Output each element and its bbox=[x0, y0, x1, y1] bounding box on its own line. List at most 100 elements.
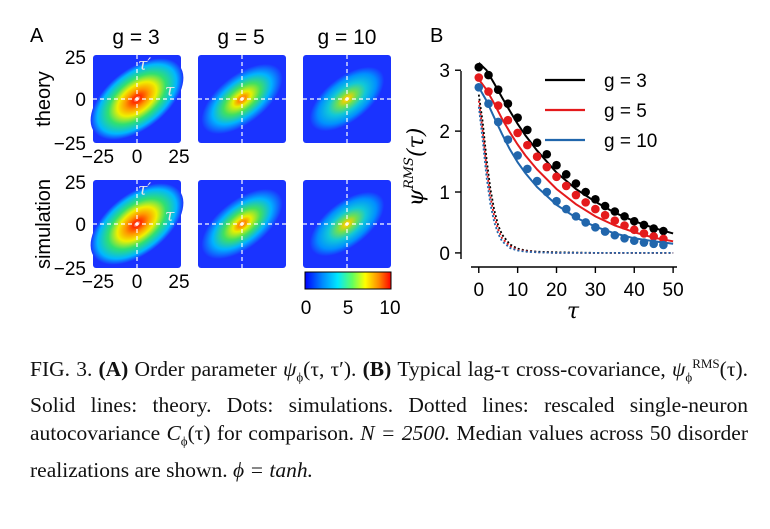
y-tick-label: 1 bbox=[439, 183, 450, 204]
heatmap-theory-g3: τ′ τ bbox=[90, 55, 184, 143]
axis-label-tau: τ bbox=[165, 206, 175, 226]
colorbar bbox=[304, 271, 392, 290]
sim-dot-g3 bbox=[503, 99, 513, 109]
caption-part-b-text: Typical lag-τ cross-covariance, bbox=[397, 357, 666, 382]
sim-dot-g5 bbox=[571, 190, 581, 200]
x-tick-label: 30 bbox=[585, 280, 606, 301]
legend-label: g = 5 bbox=[604, 101, 647, 122]
y-tick-label: 3 bbox=[439, 61, 450, 82]
sim-dot-g10 bbox=[513, 151, 522, 160]
colorbar-tick-0: 0 bbox=[301, 298, 312, 319]
sim-dot-g3 bbox=[591, 195, 600, 204]
figure-caption: FIG. 3. (A) Order parameter ψϕ(τ, τ′). (… bbox=[30, 350, 748, 484]
sim-dot-g10 bbox=[639, 238, 649, 247]
sim-dot-g10 bbox=[532, 176, 542, 186]
simulation-y-tick-mid: 0 bbox=[75, 215, 86, 236]
row-label-simulation: simulation bbox=[33, 179, 55, 269]
row-label-theory: theory bbox=[33, 71, 55, 127]
caption-part-a-text: Order parameter bbox=[134, 357, 277, 382]
caption-psi-sub: ϕ bbox=[296, 369, 304, 385]
col-title-g10: g = 10 bbox=[318, 26, 377, 49]
x-tick-label: 40 bbox=[624, 280, 645, 301]
y-axis-label-psi: ψ bbox=[404, 188, 429, 206]
sim-dot-g3 bbox=[484, 70, 493, 80]
panel-b-label: B bbox=[430, 25, 443, 47]
theory-y-tick-mid: 0 bbox=[75, 90, 86, 111]
sim-dot-g10 bbox=[581, 218, 590, 227]
axis-label-tau-prime: τ′ bbox=[138, 55, 151, 75]
caption-part-a-label: (A) bbox=[98, 357, 129, 382]
caption-fig-label: FIG. 3. bbox=[30, 357, 93, 382]
y-axis-label: ψRMS(τ) bbox=[402, 128, 429, 207]
sim-dot-g3 bbox=[581, 187, 590, 197]
theory-x-tick-mid: 0 bbox=[132, 147, 143, 168]
sim-dot-g10 bbox=[629, 236, 639, 246]
sim-dot-g3 bbox=[659, 226, 668, 236]
sim-dot-g5 bbox=[513, 128, 522, 138]
theory-x-tick-left: −25 bbox=[82, 147, 114, 168]
caption-solid: Solid lines: theory. bbox=[30, 393, 212, 418]
caption-rms-sup: RMS bbox=[692, 356, 720, 371]
sim-dot-g10 bbox=[571, 212, 581, 221]
caption-median: Median values across 50 disorder realiza… bbox=[30, 421, 748, 482]
sim-dot-g5 bbox=[629, 225, 639, 235]
sim-dot-g10 bbox=[484, 99, 493, 109]
theory-y-tick-bottom: −25 bbox=[54, 134, 86, 155]
caption-tau-args: (τ, τ′). bbox=[303, 357, 357, 382]
sim-dot-g3 bbox=[542, 149, 552, 159]
sim-dot-g10 bbox=[474, 82, 484, 92]
simulation-x-tick-left: −25 bbox=[82, 272, 114, 293]
heatmap-theory-g10 bbox=[303, 55, 391, 143]
sim-dot-g10 bbox=[649, 239, 658, 249]
sim-dot-g3 bbox=[620, 212, 629, 221]
legend-label: g = 10 bbox=[604, 131, 657, 152]
sim-dot-g5 bbox=[639, 229, 649, 238]
sim-dot-g5 bbox=[659, 234, 668, 244]
legend: g = 3 g = 5 g = 10 bbox=[545, 71, 657, 152]
axis-label-tau: τ bbox=[165, 81, 175, 101]
caption-c: C bbox=[166, 421, 181, 446]
col-title-g5: g = 5 bbox=[217, 26, 264, 49]
simulation-x-tick-right: 25 bbox=[168, 272, 189, 293]
axis-label-tau-prime: τ′ bbox=[138, 180, 151, 200]
theory-x-tick-right: 25 bbox=[168, 147, 189, 168]
panel-a-label: A bbox=[30, 25, 44, 47]
x-tick-label: 50 bbox=[663, 280, 684, 301]
sim-dot-g5 bbox=[493, 101, 503, 110]
sim-dot-g10 bbox=[523, 164, 532, 174]
y-axis-label-arg: (τ) bbox=[404, 128, 429, 157]
sim-dot-g3 bbox=[649, 224, 658, 233]
x-tick-label: 20 bbox=[546, 280, 567, 301]
heatmap-simulation-g5 bbox=[198, 180, 286, 268]
sim-dot-g3 bbox=[571, 179, 581, 188]
sim-dot-g3 bbox=[523, 125, 532, 135]
sim-dot-g5 bbox=[503, 115, 513, 125]
sim-dot-g5 bbox=[474, 73, 484, 82]
x-tick-label: 0 bbox=[473, 280, 484, 301]
caption-n: N = 2500. bbox=[360, 421, 451, 446]
sim-dot-g3 bbox=[610, 207, 620, 216]
sim-dot-g5 bbox=[600, 210, 610, 220]
heatmap-simulation-g10 bbox=[303, 180, 391, 268]
sim-dot-g10 bbox=[610, 230, 620, 240]
simulation-x-tick-mid: 0 bbox=[132, 272, 143, 293]
y-tick-label: 2 bbox=[439, 122, 450, 143]
x-axis-label: τ bbox=[567, 299, 580, 324]
sim-dot-g10 bbox=[561, 204, 571, 214]
y-tick-label: 0 bbox=[439, 244, 450, 265]
col-title-g3: g = 3 bbox=[112, 26, 159, 49]
sim-dot-g3 bbox=[629, 216, 639, 226]
sim-dot-g10 bbox=[493, 117, 503, 127]
sim-dot-g5 bbox=[620, 221, 629, 230]
sim-dot-g5 bbox=[532, 152, 542, 161]
sim-dot-g3 bbox=[600, 201, 610, 211]
heatmap-theory-g5 bbox=[198, 55, 286, 143]
caption-psi-rms-sub: ϕ bbox=[685, 369, 693, 385]
sim-dot-g3 bbox=[513, 113, 522, 123]
sim-dot-g5 bbox=[552, 172, 561, 182]
sim-dot-g5 bbox=[649, 232, 658, 241]
caption-c-sub: ϕ bbox=[180, 433, 188, 449]
simulation-y-tick-top: 25 bbox=[65, 173, 86, 194]
y-axis-label-sup: RMS bbox=[402, 157, 417, 190]
